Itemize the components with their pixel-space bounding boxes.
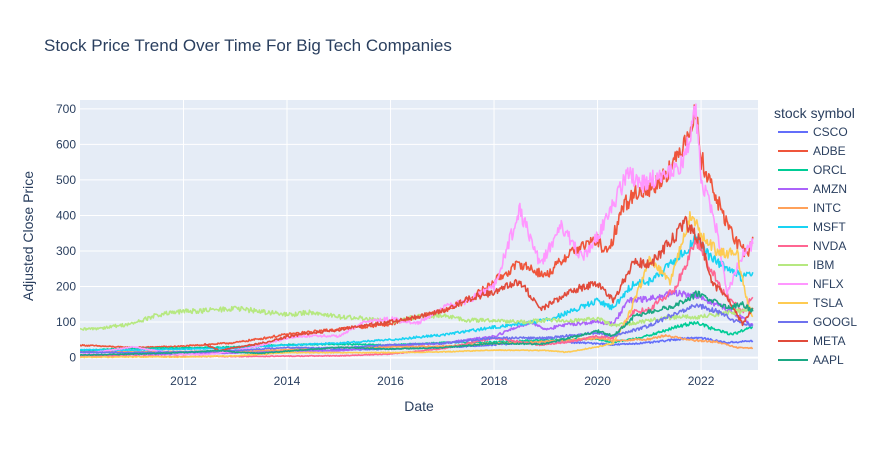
legend-item-intc[interactable]: INTC: [813, 201, 841, 215]
x-tick-label: 2012: [170, 374, 197, 388]
legend: stock symbol CSCO ADBE ORCL AMZN INTC MSFT NVD…: [774, 105, 857, 367]
series-line-nflx[interactable]: [80, 103, 754, 356]
x-axis-label: Date: [404, 398, 434, 414]
y-tick-label: 600: [56, 137, 76, 151]
series-line-meta[interactable]: [203, 215, 754, 352]
legend-item-googl[interactable]: GOOGL: [813, 315, 857, 329]
series-line-tsla[interactable]: [80, 211, 754, 359]
legend-item-amzn[interactable]: AMZN: [813, 182, 847, 196]
legend-item-orcl[interactable]: ORCL: [813, 163, 847, 177]
legend-item-ibm[interactable]: IBM: [813, 258, 834, 272]
plot-background: [80, 100, 758, 370]
plot-area: 0 100 200 300 400 500 600 700 2012 2014 2016 2018 20…: [56, 100, 758, 388]
series-line-aapl[interactable]: [80, 290, 754, 357]
legend-item-aapl[interactable]: AAPL: [813, 353, 844, 367]
x-tick-label: 2014: [274, 374, 301, 388]
series-lines: [80, 103, 754, 359]
legend-item-nflx[interactable]: NFLX: [813, 277, 844, 291]
y-tick-label: 300: [56, 244, 76, 258]
y-tick-label: 700: [56, 102, 76, 116]
x-tick-label: 2016: [377, 374, 404, 388]
legend-item-adbe[interactable]: ADBE: [813, 144, 846, 158]
x-tick-label: 2018: [481, 374, 508, 388]
y-tick-label: 400: [56, 208, 76, 222]
legend-item-meta[interactable]: META: [813, 334, 845, 348]
legend-item-nvda[interactable]: NVDA: [813, 239, 846, 253]
y-tick-label: 0: [69, 351, 76, 365]
y-tick-label: 500: [56, 173, 76, 187]
y-tick-label: 200: [56, 280, 76, 294]
legend-item-msft[interactable]: MSFT: [813, 220, 846, 234]
chart-title: Stock Price Trend Over Time For Big Tech…: [44, 36, 452, 55]
legend-item-tsla[interactable]: TSLA: [813, 296, 843, 310]
y-axis-label: Adjusted Close Price: [20, 171, 36, 301]
legend-item-csco[interactable]: CSCO: [813, 125, 848, 139]
x-tick-label: 2022: [688, 374, 715, 388]
legend-title: stock symbol: [774, 105, 855, 121]
y-tick-label: 100: [56, 315, 76, 329]
x-tick-label: 2020: [584, 374, 611, 388]
